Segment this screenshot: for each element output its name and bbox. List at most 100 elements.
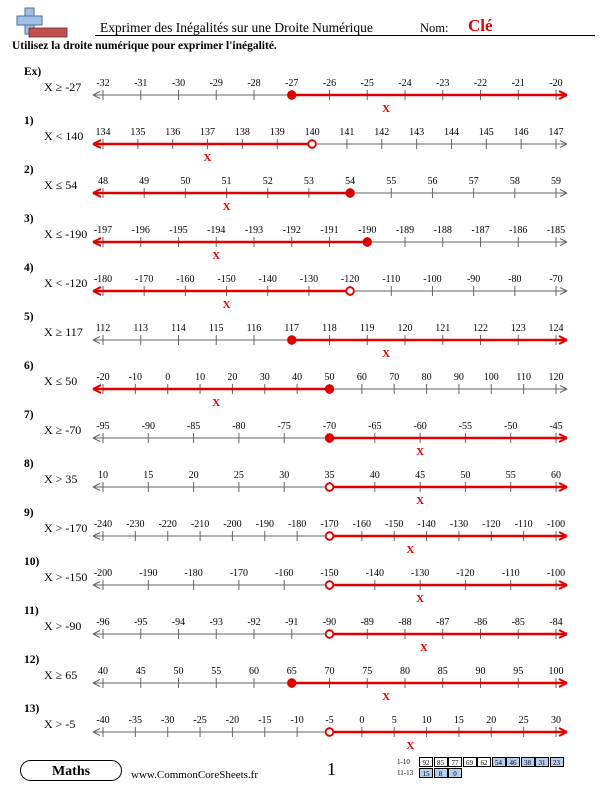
problem-number: 10) xyxy=(24,556,40,568)
solution-arrow-icon xyxy=(558,90,568,100)
tick-label: -31 xyxy=(134,78,147,89)
right-arrow-icon xyxy=(559,287,568,295)
tick-label: -230 xyxy=(126,519,144,530)
problem-row: 2) X ≤ 54 48 49 50 51 52 53 54 55 56 57 58 59 X xyxy=(0,160,612,213)
open-endpoint xyxy=(324,531,335,541)
tick-label: -90 xyxy=(323,617,336,628)
solution-arrow-icon xyxy=(92,384,102,394)
problem-row: 5) X ≥ 117 112 113 114 115 116 117 118 119 120 121 1… xyxy=(0,307,612,360)
solution-arrow-icon xyxy=(92,237,102,247)
tick-label: 60 xyxy=(551,470,561,481)
name-value: Clé xyxy=(468,16,493,35)
score-cell: 8 xyxy=(433,767,448,778)
problem-number: 7) xyxy=(24,409,34,421)
closed-endpoint xyxy=(324,384,335,394)
number-line: -240 -230 -220 -210 -200 -190 -180 -170 -160 -150… xyxy=(92,519,568,556)
tick-label: 20 xyxy=(189,470,199,481)
inequality-text: X > -170 xyxy=(44,521,88,535)
tick-label: 75 xyxy=(362,666,372,677)
closed-endpoint xyxy=(345,188,355,198)
right-arrow-icon xyxy=(559,385,568,393)
logo-icon xyxy=(16,7,68,38)
tick-label: 95 xyxy=(513,666,523,677)
problem-number: 13) xyxy=(24,703,40,715)
tick-label: -27 xyxy=(285,78,298,89)
tick-label: -96 xyxy=(96,617,109,628)
score-row-label: 1-10 xyxy=(397,757,410,766)
tick-label: -110 xyxy=(382,274,400,285)
tick-label: -50 xyxy=(504,421,517,432)
left-arrow-icon xyxy=(92,581,101,589)
problem-row: 1) X < 140 134 135 136 137 138 139 140 141 142 143 1… xyxy=(0,111,612,164)
problem-number: 6) xyxy=(24,360,34,372)
tick-label: 30 xyxy=(551,715,561,726)
solution-arrow-icon xyxy=(92,188,102,198)
tick-label: -95 xyxy=(96,421,109,432)
page-number: 1 xyxy=(327,759,336,779)
tick-label: -120 xyxy=(482,519,500,530)
tick-label: 85 xyxy=(438,666,448,677)
tick-label: -26 xyxy=(323,78,336,89)
tick-label: 15 xyxy=(143,470,153,481)
tick-label: -20 xyxy=(226,715,239,726)
tick-label: -150 xyxy=(320,568,338,579)
tick-label: -40 xyxy=(96,715,109,726)
tick-label: 135 xyxy=(130,127,145,138)
tick-label: -84 xyxy=(549,617,562,628)
left-arrow-icon xyxy=(92,434,101,442)
problem-row: 11) X > -90 -96 -95 -94 -93 -92 -91 -90 -89 -88 -87… xyxy=(0,601,612,654)
tick-label: 147 xyxy=(549,127,564,138)
tick-label: 145 xyxy=(479,127,494,138)
number-line: -20 -10 0 10 20 30 40 50 60 70 80 90 100 110 120 X xyxy=(92,372,568,409)
tick-label: 25 xyxy=(234,470,244,481)
score-cell: 38 xyxy=(520,756,535,767)
tick-label: 119 xyxy=(360,323,375,334)
solution-arrow-icon xyxy=(558,482,568,492)
score-cell: 46 xyxy=(506,756,520,767)
tick-label: 0 xyxy=(359,715,364,726)
tick-label: -15 xyxy=(258,715,271,726)
tick-label: 50 xyxy=(460,470,470,481)
tick-label: 20 xyxy=(227,372,237,383)
score-row-2: 11-13 15 8 0 xyxy=(397,767,564,778)
tick-label: -22 xyxy=(474,78,487,89)
left-arrow-icon xyxy=(92,336,101,344)
tick-label: 20 xyxy=(486,715,496,726)
tick-label: -20 xyxy=(549,78,562,89)
tick-label: 143 xyxy=(409,127,424,138)
tick-label: 90 xyxy=(476,666,486,677)
tick-label: -92 xyxy=(247,617,260,628)
tick-label: -90 xyxy=(142,421,155,432)
answer-mark: X xyxy=(416,495,424,507)
tick-label: 146 xyxy=(514,127,529,138)
tick-label: -190 xyxy=(256,519,274,530)
tick-label: 15 xyxy=(454,715,464,726)
tick-label: 56 xyxy=(427,176,437,187)
tick-label: 123 xyxy=(511,323,526,334)
tick-label: -200 xyxy=(223,519,241,530)
answer-mark: X xyxy=(382,348,390,360)
tick-label: -70 xyxy=(323,421,336,432)
tick-label: 48 xyxy=(98,176,108,187)
solution-arrow-icon xyxy=(558,580,568,590)
solution-arrow-icon xyxy=(558,335,568,345)
problem-number: 9) xyxy=(24,507,34,519)
answer-mark: X xyxy=(382,691,390,703)
solution-arrow-icon xyxy=(558,727,568,737)
number-line: 134 135 136 137 138 139 140 141 142 143 144 145 146 1… xyxy=(92,127,568,164)
tick-label: 60 xyxy=(357,372,367,383)
left-arrow-icon xyxy=(92,728,101,736)
open-endpoint xyxy=(324,580,335,590)
tick-label: -93 xyxy=(210,617,223,628)
score-cell: 62 xyxy=(477,756,491,767)
tick-label: 59 xyxy=(551,176,561,187)
tick-label: 10 xyxy=(195,372,205,383)
tick-label: 57 xyxy=(469,176,479,187)
tick-label: 112 xyxy=(96,323,111,334)
tick-label: 142 xyxy=(374,127,389,138)
right-arrow-icon xyxy=(559,140,568,148)
tick-label: 138 xyxy=(235,127,250,138)
tick-label: -80 xyxy=(508,274,521,285)
tick-label: -28 xyxy=(247,78,260,89)
tick-label: -90 xyxy=(467,274,480,285)
